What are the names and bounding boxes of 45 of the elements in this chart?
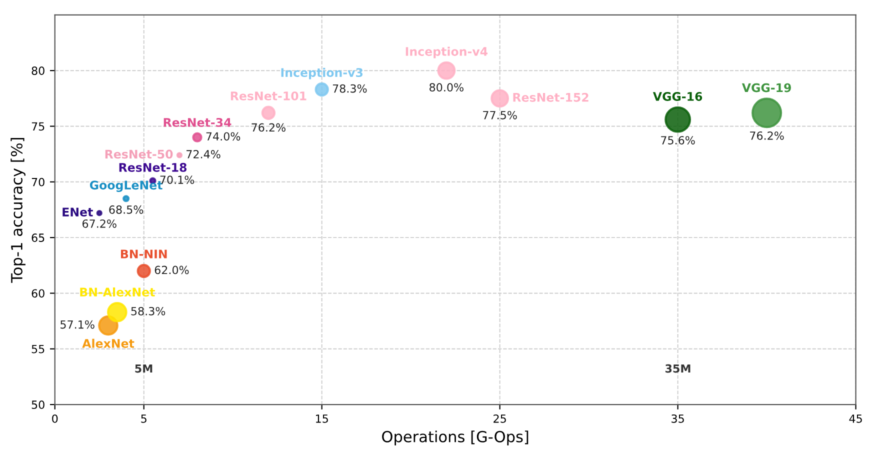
data-label: 57.1%	[60, 320, 94, 329]
x-tick-label: 5	[141, 414, 146, 423]
data-label: 72.4%	[186, 150, 220, 158]
x-tick-label: 0	[52, 414, 58, 423]
series-label: ResNet-18	[119, 162, 187, 172]
data-label: 80.0%	[430, 83, 464, 92]
annotation: 5M	[135, 364, 152, 373]
annotation: 35M	[665, 364, 690, 373]
data-label: 70.1%	[160, 176, 194, 184]
y-tick-label: 80	[32, 66, 44, 75]
data-label: 74.0%	[206, 132, 240, 141]
series-label: ENet	[62, 208, 93, 216]
series-label: ResNet-50	[105, 150, 173, 159]
y-tick-label: 75	[32, 122, 44, 131]
y-tick-label: 65	[32, 234, 44, 242]
x-axis-title: Operations [G-Ops]	[382, 430, 528, 446]
y-axis-title: Top-1 accuracy [%]	[10, 138, 26, 283]
series-label: BN-AlexNet	[80, 287, 155, 297]
series-label: AlexNet	[82, 338, 134, 348]
data-label: 58.3%	[131, 306, 166, 316]
data-label: 62.0%	[154, 266, 189, 274]
data-label: 67.2%	[82, 219, 116, 228]
data-label: 68.5%	[109, 205, 144, 214]
series-label: BN-NIN	[120, 250, 167, 258]
y-tick-label: 55	[32, 345, 44, 354]
y-tick-label: 70	[32, 178, 44, 186]
data-label: 78.3%	[332, 84, 367, 93]
data-label: 76.2%	[750, 131, 784, 140]
x-tick-label: 25	[494, 414, 506, 423]
y-tick-label: 50	[32, 400, 44, 409]
y-tick-label: 60	[32, 289, 44, 298]
series-label: Inception-v4	[406, 46, 488, 58]
series-label: VGG-16	[652, 92, 702, 101]
series-label: Inception-v3	[281, 68, 363, 80]
series-label: ResNet-101	[230, 91, 306, 100]
x-tick-label: 15	[316, 414, 328, 423]
data-label: 76.2%	[252, 123, 286, 132]
x-tick-label: 35	[672, 414, 684, 423]
series-label: VGG-19	[742, 83, 791, 92]
data-label: 75.6%	[661, 136, 695, 144]
data-label: 77.5%	[483, 110, 517, 120]
series-label: ResNet-152	[513, 92, 588, 102]
x-tick-label: 45	[849, 414, 862, 423]
series-label: GoogLeNet	[90, 180, 163, 192]
series-label: ResNet-34	[164, 118, 232, 127]
